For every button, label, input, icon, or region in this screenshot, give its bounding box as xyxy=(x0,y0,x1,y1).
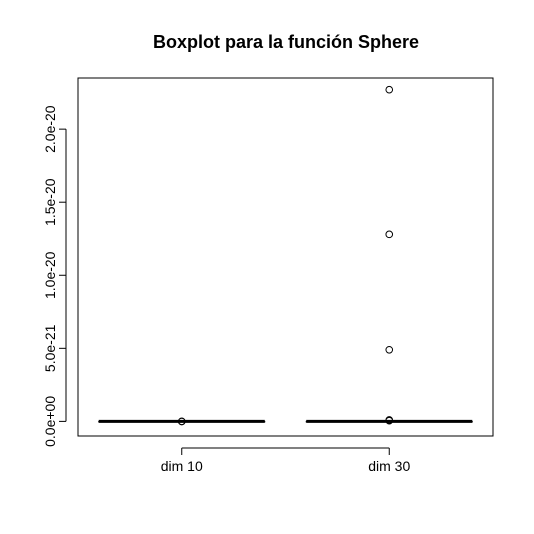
outlier-point xyxy=(385,230,394,239)
y-tick-label: 1.0e-20 xyxy=(42,251,58,299)
plot-frame xyxy=(77,77,494,437)
y-tick-label: 0.0e+00 xyxy=(42,396,58,447)
y-tick-label: 2.0e-20 xyxy=(42,105,58,153)
x-tick-label: dim 30 xyxy=(368,458,410,474)
boxes-group xyxy=(98,419,473,423)
outliers-group xyxy=(177,85,394,426)
y-axis: 0.0e+00 5.0e-21 1.0e-20 1.5e-20 2.0e-20 xyxy=(42,105,67,447)
y-tick-label: 5.0e-21 xyxy=(42,324,58,372)
chart-title: Boxplot para la función Sphere xyxy=(153,32,419,52)
outlier-point xyxy=(385,345,394,354)
y-tick-label: 1.5e-20 xyxy=(42,178,58,226)
x-axis: dim 10 dim 30 xyxy=(161,447,410,474)
outlier-point xyxy=(385,85,394,94)
x-tick-label: dim 10 xyxy=(161,458,203,474)
outlier-point xyxy=(177,417,186,426)
outlier-point xyxy=(385,416,394,425)
